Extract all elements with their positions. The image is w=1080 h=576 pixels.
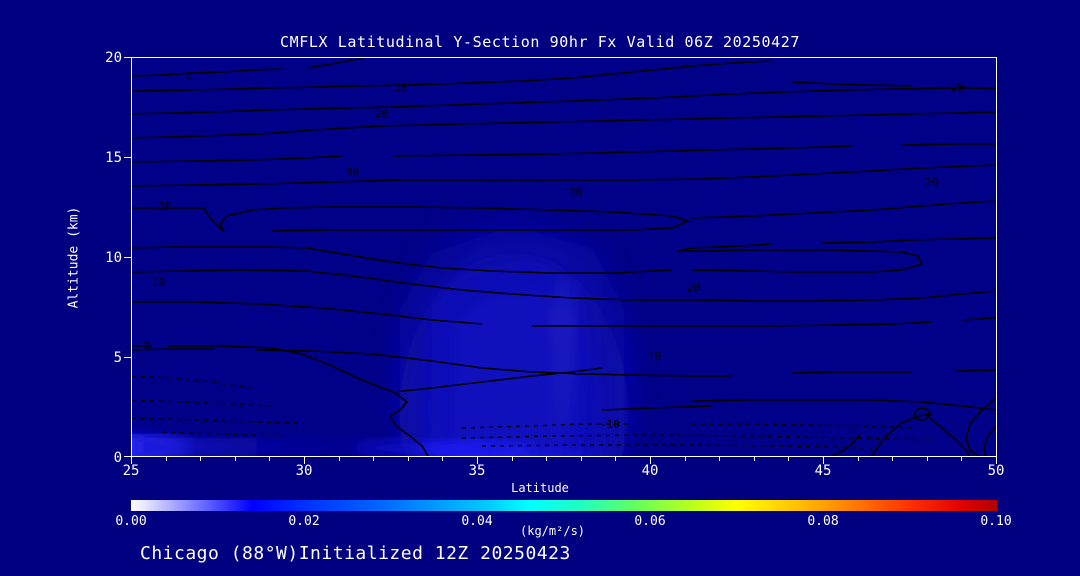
- x-minor-tick: [961, 457, 962, 461]
- x-minor-tick: [442, 457, 443, 461]
- contour-label: 10: [394, 81, 407, 94]
- y-tick-label: 0: [113, 450, 122, 466]
- y-tick-mark: [124, 456, 131, 457]
- contour-label: 20: [925, 176, 938, 189]
- x-minor-tick: [339, 457, 340, 461]
- contour-label: 10: [648, 350, 661, 363]
- x-minor-tick: [235, 457, 236, 461]
- y-tick-mark: [124, 157, 131, 158]
- contour-label: 10: [950, 81, 963, 94]
- x-tick-label: 30: [295, 463, 313, 479]
- cross-section-plot[interactable]: 0 10 20 30 30 20 10 0 10 20 20 10 -10: [131, 57, 997, 457]
- colorbar[interactable]: [131, 500, 997, 511]
- contour-labels: 0 10 20 30 30 20 10 0 10 20 20 10 -10: [144, 70, 963, 431]
- contour-label: 20: [375, 107, 388, 120]
- chart-title: CMFLX Latitudinal Y-Section 90hr Fx Vali…: [279, 33, 801, 51]
- y-tick-label: 10: [105, 250, 122, 266]
- x-minor-tick: [200, 457, 201, 461]
- y-tick-mark: [124, 257, 131, 258]
- y-tick-mark: [124, 57, 131, 58]
- x-tick-label: 35: [468, 463, 486, 479]
- y-tick-mark: [124, 357, 131, 358]
- contour-label: 0: [186, 70, 193, 83]
- colorbar-units-label: (kg/m²/s): [520, 524, 586, 538]
- shaded-field: [132, 203, 634, 456]
- x-minor-tick: [927, 457, 928, 461]
- x-minor-tick: [719, 457, 720, 461]
- x-axis-label: Latitude: [511, 481, 569, 495]
- contour-label: 20: [687, 281, 700, 294]
- contour-label: -10: [600, 418, 620, 431]
- y-axis-label: Altitude (km): [66, 206, 82, 309]
- x-tick-mark: [996, 457, 997, 464]
- x-minor-tick: [373, 457, 374, 461]
- colorbar-tick-label: 0.04: [461, 514, 493, 529]
- contour-label: 10: [152, 276, 165, 289]
- x-tick-label: 25: [122, 463, 140, 479]
- x-tick-label: 50: [987, 463, 1005, 479]
- y-tick-label: 15: [105, 150, 122, 166]
- x-minor-tick: [408, 457, 409, 461]
- plot-svg: 0 10 20 30 30 20 10 0 10 20 20 10 -10: [132, 58, 996, 456]
- colorbar-tick-label: 0.02: [288, 514, 320, 529]
- colorbar-tick-label: 0.10: [980, 514, 1012, 529]
- x-tick-label: 45: [814, 463, 832, 479]
- contour-label: 30: [346, 166, 359, 179]
- x-minor-tick: [581, 457, 582, 461]
- x-tick-mark: [304, 457, 305, 464]
- x-tick-mark: [131, 457, 132, 464]
- x-minor-tick: [166, 457, 167, 461]
- contour-label: 0: [144, 340, 151, 353]
- y-tick-label: 5: [113, 350, 122, 366]
- x-minor-tick: [546, 457, 547, 461]
- figure-caption: Chicago (88°W)Initialized 12Z 20250423: [140, 543, 571, 564]
- contour-label: 30: [569, 186, 582, 199]
- x-minor-tick: [754, 457, 755, 461]
- x-minor-tick: [512, 457, 513, 461]
- colorbar-tick-label: 0.06: [634, 514, 666, 529]
- colorbar-tick-label: 0.08: [807, 514, 839, 529]
- colorbar-tick-label: 0.00: [115, 514, 147, 529]
- contour-label: 20: [158, 200, 171, 213]
- x-minor-tick: [615, 457, 616, 461]
- x-minor-tick: [788, 457, 789, 461]
- x-minor-tick: [858, 457, 859, 461]
- x-tick-label: 40: [641, 463, 659, 479]
- contour-lines: [132, 58, 996, 456]
- x-tick-mark: [650, 457, 651, 464]
- x-minor-tick: [892, 457, 893, 461]
- x-tick-mark: [823, 457, 824, 464]
- x-minor-tick: [269, 457, 270, 461]
- y-tick-label: 20: [105, 50, 122, 66]
- x-tick-mark: [477, 457, 478, 464]
- x-minor-tick: [685, 457, 686, 461]
